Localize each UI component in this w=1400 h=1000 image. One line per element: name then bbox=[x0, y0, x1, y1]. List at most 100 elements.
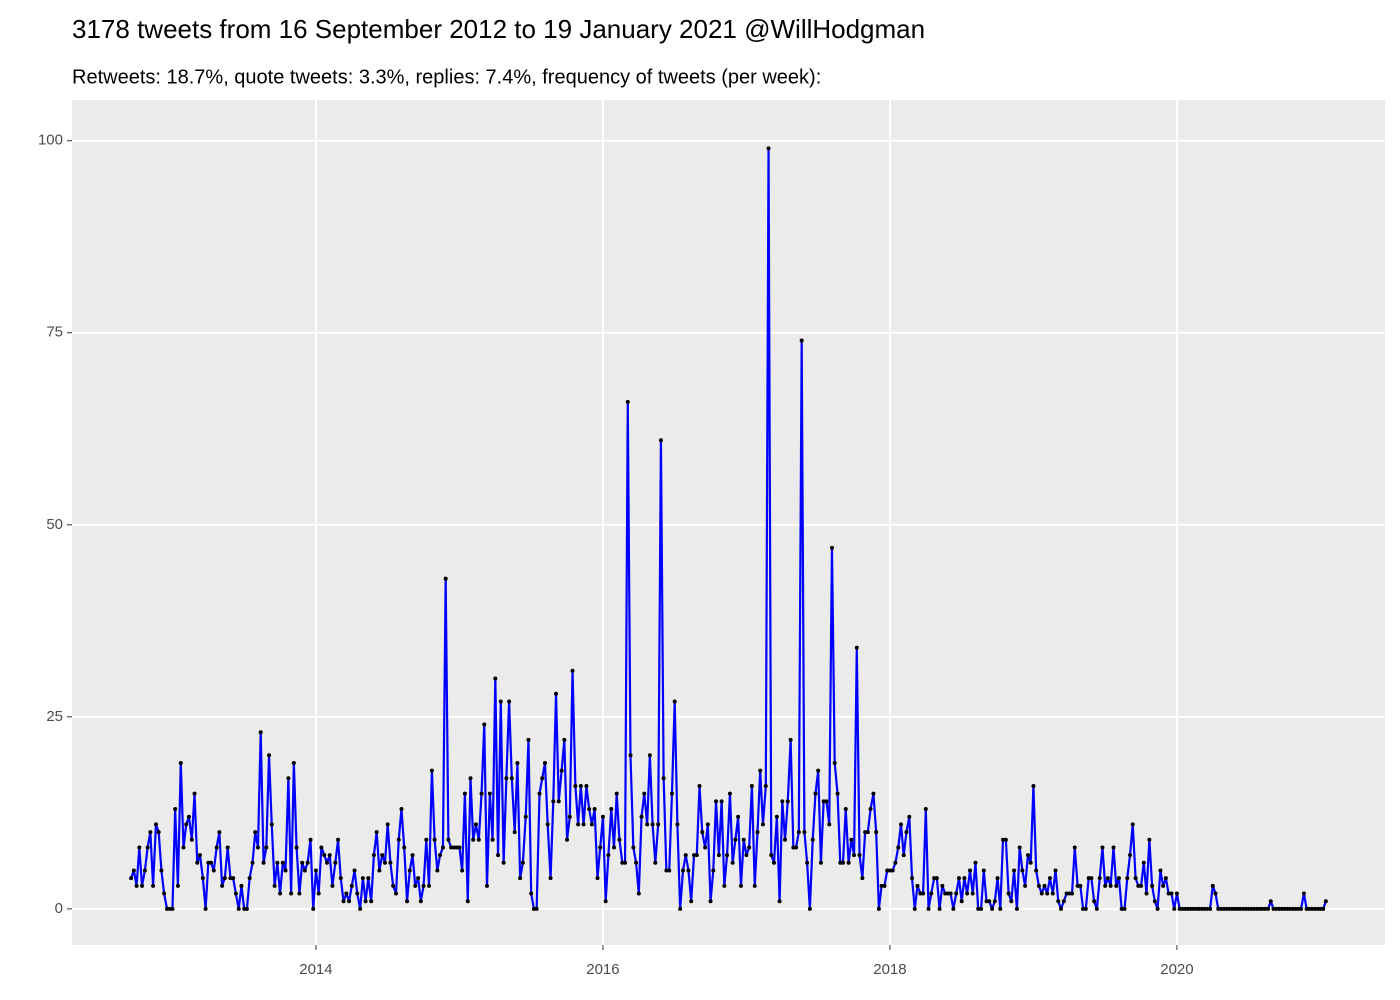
point bbox=[852, 853, 857, 858]
point bbox=[311, 906, 316, 911]
point bbox=[664, 868, 669, 873]
point bbox=[611, 845, 616, 850]
point bbox=[479, 791, 484, 796]
point bbox=[1039, 891, 1044, 896]
point bbox=[1216, 906, 1221, 911]
point bbox=[846, 860, 851, 865]
point bbox=[636, 891, 641, 896]
point bbox=[156, 830, 161, 835]
point bbox=[175, 883, 180, 888]
point bbox=[592, 807, 597, 812]
point bbox=[1031, 783, 1036, 788]
point bbox=[896, 845, 901, 850]
y-tick-label: 100 bbox=[38, 132, 63, 149]
point bbox=[658, 438, 663, 443]
point bbox=[948, 891, 953, 896]
point bbox=[153, 822, 158, 827]
point bbox=[730, 860, 735, 865]
point bbox=[865, 830, 870, 835]
point bbox=[186, 814, 191, 819]
point bbox=[396, 837, 401, 842]
point bbox=[990, 906, 995, 911]
point bbox=[333, 860, 338, 865]
point bbox=[1238, 906, 1243, 911]
point bbox=[1210, 883, 1215, 888]
point bbox=[923, 807, 928, 812]
point bbox=[308, 837, 313, 842]
point bbox=[336, 837, 341, 842]
point bbox=[562, 737, 567, 742]
point bbox=[1020, 868, 1025, 873]
point bbox=[435, 868, 440, 873]
point bbox=[148, 830, 153, 835]
point bbox=[366, 876, 371, 881]
point bbox=[1263, 906, 1268, 911]
point bbox=[1070, 891, 1075, 896]
point bbox=[678, 906, 683, 911]
point bbox=[841, 860, 846, 865]
point bbox=[570, 668, 575, 673]
point bbox=[1161, 883, 1166, 888]
point bbox=[584, 783, 589, 788]
point bbox=[965, 891, 970, 896]
point bbox=[1274, 906, 1279, 911]
point bbox=[559, 768, 564, 773]
point bbox=[1111, 845, 1116, 850]
point bbox=[609, 807, 614, 812]
point bbox=[341, 899, 346, 904]
point bbox=[981, 868, 986, 873]
point bbox=[796, 830, 801, 835]
point bbox=[305, 860, 310, 865]
point bbox=[170, 906, 175, 911]
point bbox=[799, 338, 804, 343]
point bbox=[197, 853, 202, 858]
point bbox=[1003, 837, 1008, 842]
point bbox=[269, 822, 274, 827]
point bbox=[142, 868, 147, 873]
point bbox=[904, 830, 909, 835]
point bbox=[711, 868, 716, 873]
point bbox=[129, 876, 134, 881]
point bbox=[286, 776, 291, 781]
point bbox=[402, 845, 407, 850]
point bbox=[1191, 906, 1196, 911]
point bbox=[987, 899, 992, 904]
point bbox=[874, 830, 879, 835]
point bbox=[278, 891, 283, 896]
point bbox=[209, 860, 214, 865]
point bbox=[493, 676, 498, 681]
point bbox=[970, 891, 975, 896]
point bbox=[962, 876, 967, 881]
point bbox=[1009, 899, 1014, 904]
point bbox=[512, 830, 517, 835]
point bbox=[358, 906, 363, 911]
point bbox=[294, 845, 299, 850]
point bbox=[667, 868, 672, 873]
line bbox=[130, 147, 1327, 910]
point bbox=[689, 899, 694, 904]
point bbox=[763, 783, 768, 788]
point bbox=[261, 860, 266, 865]
point bbox=[1141, 860, 1146, 865]
point bbox=[653, 860, 658, 865]
point bbox=[297, 891, 302, 896]
point bbox=[959, 899, 964, 904]
point bbox=[473, 822, 478, 827]
point bbox=[807, 906, 812, 911]
point bbox=[1166, 891, 1171, 896]
point bbox=[879, 883, 884, 888]
point bbox=[233, 891, 238, 896]
point bbox=[1227, 906, 1232, 911]
point bbox=[1056, 899, 1061, 904]
point bbox=[134, 883, 139, 888]
point bbox=[498, 699, 503, 704]
point bbox=[639, 814, 644, 819]
point bbox=[316, 891, 321, 896]
point bbox=[716, 853, 721, 858]
point bbox=[661, 776, 666, 781]
point bbox=[239, 883, 244, 888]
point bbox=[554, 691, 559, 696]
point bbox=[504, 776, 509, 781]
point bbox=[515, 760, 520, 765]
